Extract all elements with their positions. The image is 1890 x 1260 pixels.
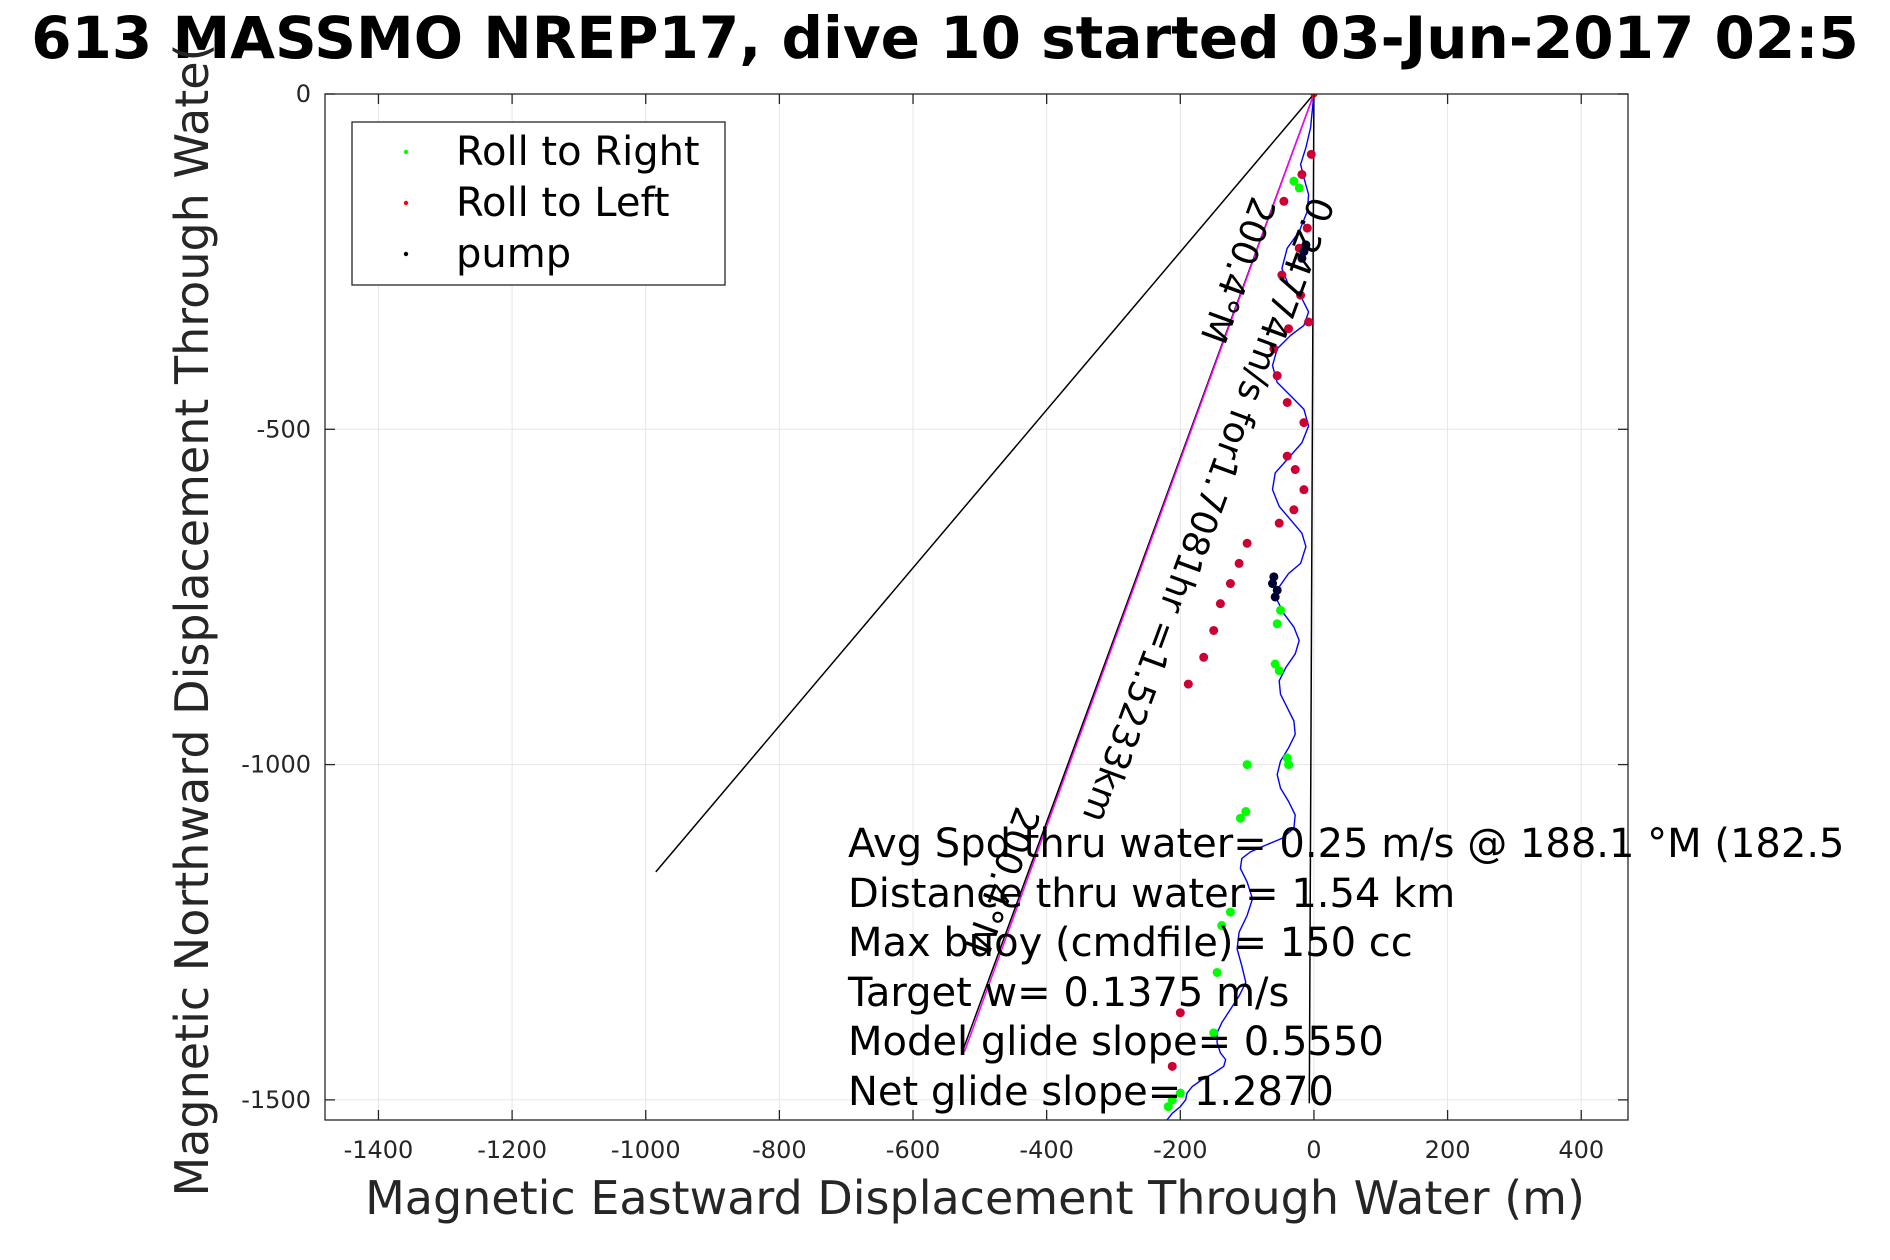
marker-roll-to-right [1289, 176, 1299, 186]
marker-roll-to-left [1282, 451, 1292, 461]
legend-box [351, 121, 726, 286]
marker-roll-to-right [1282, 753, 1292, 763]
annotation-distance: Distance thru water= 1.54 km [848, 871, 1455, 917]
legend-label-roll-left: Roll to Left [456, 180, 670, 226]
marker-roll-to-right [1241, 807, 1251, 817]
marker-roll-to-left [1167, 1061, 1177, 1071]
marker-roll-to-left [1290, 465, 1300, 475]
marker-roll-to-right [1212, 967, 1222, 977]
legend-marker-roll-left [403, 200, 409, 206]
x-tick-label: 0 [1306, 1136, 1321, 1164]
annotation-avg-speed: Avg Spd thru water= 0.25 m/s @ 188.1 °M … [848, 821, 1844, 867]
axes-box [324, 93, 1629, 1121]
marker-roll-to-left [1274, 518, 1284, 528]
marker-roll-to-left [1234, 558, 1244, 568]
x-tick-label: 400 [1558, 1136, 1604, 1164]
x-tick-label: -600 [886, 1136, 940, 1164]
stats-annotation: Avg Spd thru water= 0.25 m/s @ 188.1 °M … [847, 821, 1844, 1115]
marker-roll-to-left [1269, 344, 1279, 354]
marker-roll-to-left [1302, 223, 1312, 233]
reference-line-4 [1308, 94, 1315, 1104]
marker-roll-to-right [1270, 659, 1280, 669]
legend-marker-roll-right [403, 149, 409, 155]
annotation-max-buoy: Max buoy (cmdfile)= 150 cc [848, 920, 1413, 966]
x-tick-label: 200 [1425, 1136, 1471, 1164]
marker-roll-to-right [1274, 666, 1284, 676]
marker-roll-to-left [1306, 149, 1316, 159]
marker-roll-to-left [1242, 538, 1252, 548]
marker-roll-to-left [1297, 169, 1307, 179]
legend-label-pump: pump [456, 231, 571, 277]
marker-roll-to-right [1217, 921, 1227, 931]
marker-layer [1163, 94, 1318, 1112]
marker-roll-to-left [1284, 324, 1294, 334]
marker-roll-to-left [1199, 652, 1209, 662]
reference-line-3 [963, 94, 1315, 1052]
marker-roll-to-right [1225, 907, 1235, 917]
x-axis-label: Magnetic Eastward Displacement Through W… [365, 1171, 1585, 1225]
x-tick-label: -400 [1019, 1136, 1073, 1164]
marker-roll-to-left [1279, 196, 1289, 206]
y-tick-label: -1000 [241, 751, 311, 779]
marker-roll-to-left [1289, 505, 1299, 515]
legend-label-roll-right: Roll to Right [456, 129, 700, 175]
marker-roll-to-right [1272, 619, 1282, 629]
chart-title: 613 MASSMO NREP17, dive 10 started 03-Ju… [31, 4, 1859, 72]
annotation-target-w: Target w= 0.1375 m/s [847, 970, 1289, 1016]
reference-line-1 [655, 94, 1315, 873]
x-tick-label: -1200 [477, 1136, 547, 1164]
marker-roll-to-right [1276, 605, 1286, 615]
marker-roll-to-right [1163, 1102, 1173, 1112]
y-tick-label: -1500 [241, 1086, 311, 1114]
marker-roll-to-left [1209, 625, 1219, 635]
legend: Roll to Right Roll to Left pump [351, 121, 726, 286]
tick-layer: -1400 -1200 -1000 -800 -600 -400 -200 0 200 400 0 -… [241, 80, 1628, 1164]
marker-roll-to-left [1215, 599, 1225, 609]
annotation-net-glide: Net glide slope= 1.2870 [848, 1069, 1334, 1115]
marker-roll-to-right [1167, 1095, 1177, 1105]
marker-roll-to-left [1282, 397, 1292, 407]
x-tick-label: -200 [1153, 1136, 1207, 1164]
series-layer [655, 94, 1315, 1120]
marker-pump [1270, 592, 1280, 602]
marker-roll-to-left [1225, 579, 1235, 589]
marker-roll-to-right [1209, 1028, 1219, 1038]
y-axis-label: Magnetic Northward Displacement Through … [165, 44, 219, 1197]
x-tick-label: -1000 [611, 1136, 681, 1164]
marker-roll-to-right [1175, 1088, 1185, 1098]
y-tick-label: 0 [296, 80, 311, 108]
marker-pump [1269, 572, 1279, 582]
marker-roll-to-left [1299, 485, 1309, 495]
marker-roll-to-right [1294, 183, 1304, 193]
marker-roll-to-left [1183, 679, 1193, 689]
marker-roll-to-right [1284, 760, 1294, 770]
marker-roll-to-left [1175, 1008, 1185, 1018]
marker-roll-to-right [1235, 813, 1245, 823]
marker-roll-to-left [1299, 418, 1309, 428]
annotation-model-glide: Model glide slope= 0.5550 [848, 1019, 1384, 1065]
y-tick-label: -500 [257, 415, 311, 443]
marker-roll-to-left [1272, 371, 1282, 381]
x-tick-label: -800 [752, 1136, 806, 1164]
marker-roll-to-left [1296, 290, 1306, 300]
x-tick-label: -1400 [344, 1136, 414, 1164]
marker-roll-to-left [1277, 270, 1287, 280]
marker-pump [1297, 253, 1307, 263]
marker-roll-to-left [1304, 317, 1314, 327]
marker-pump [1268, 579, 1278, 589]
legend-marker-pump [403, 251, 409, 257]
marker-roll-to-right [1242, 760, 1252, 770]
